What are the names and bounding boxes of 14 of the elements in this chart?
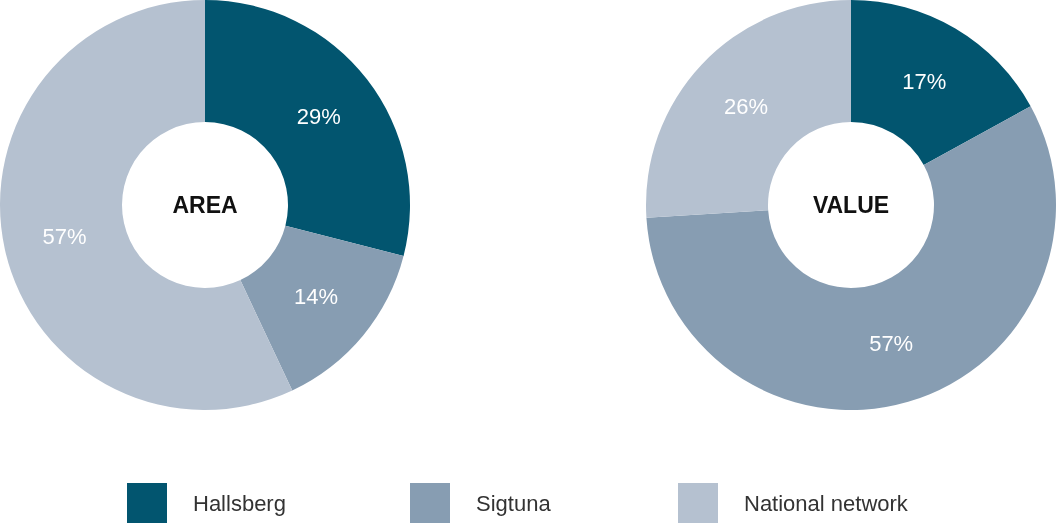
data-label: 26% bbox=[724, 94, 769, 120]
data-label: 29% bbox=[296, 104, 341, 130]
legend-label: Hallsberg bbox=[193, 490, 286, 516]
text: AREA bbox=[172, 192, 238, 219]
data-label: 57% bbox=[869, 330, 914, 356]
donut-slice bbox=[240, 225, 404, 391]
text: VALUE bbox=[812, 192, 890, 219]
legend-label: Sigtuna bbox=[476, 490, 552, 516]
donut-slice bbox=[851, 0, 1031, 166]
data-label: 14% bbox=[293, 284, 338, 310]
legend-label: National network bbox=[744, 490, 909, 516]
data-label: 17% bbox=[902, 68, 947, 94]
data-label: 57% bbox=[42, 224, 87, 250]
donut-slice bbox=[0, 0, 293, 410]
